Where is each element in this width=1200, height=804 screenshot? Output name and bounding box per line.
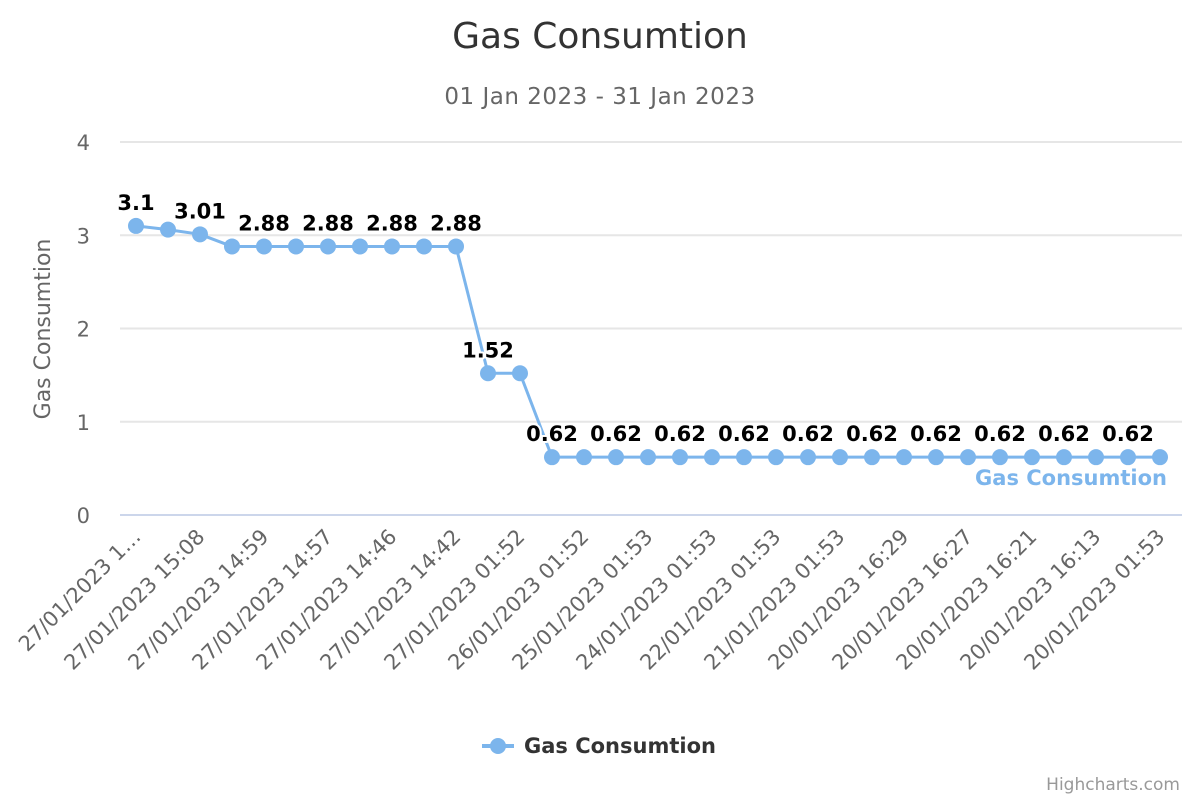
data-point[interactable] xyxy=(128,218,144,234)
data-point[interactable] xyxy=(256,238,272,254)
chart-subtitle: 01 Jan 2023 - 31 Jan 2023 xyxy=(444,84,755,110)
y-tick-label: 4 xyxy=(77,131,90,155)
chart-title: Gas Consumtion xyxy=(452,16,748,57)
data-point[interactable] xyxy=(800,449,816,465)
data-point[interactable] xyxy=(576,449,592,465)
y-tick-label: 0 xyxy=(77,504,90,528)
data-point[interactable] xyxy=(1056,449,1072,465)
data-label: 2.88 xyxy=(238,211,290,235)
y-axis-title: Gas Consumtion xyxy=(31,239,56,420)
data-point[interactable] xyxy=(736,449,752,465)
data-label: 3.01 xyxy=(174,199,226,223)
data-point[interactable] xyxy=(384,238,400,254)
data-point[interactable] xyxy=(192,226,208,242)
credits-link[interactable]: Highcharts.com xyxy=(1046,775,1180,795)
data-point[interactable] xyxy=(512,365,528,381)
data-point[interactable] xyxy=(224,238,240,254)
legend-label[interactable]: Gas Consumtion xyxy=(524,734,716,758)
data-point[interactable] xyxy=(896,449,912,465)
data-label: 0.62 xyxy=(846,422,898,446)
data-point[interactable] xyxy=(1088,449,1104,465)
data-label: 3.1 xyxy=(117,191,154,215)
data-point[interactable] xyxy=(832,449,848,465)
data-label: 0.62 xyxy=(718,422,770,446)
data-point[interactable] xyxy=(320,238,336,254)
data-point[interactable] xyxy=(960,449,976,465)
data-point[interactable] xyxy=(992,449,1008,465)
data-point[interactable] xyxy=(1120,449,1136,465)
data-point[interactable] xyxy=(288,238,304,254)
data-label: 0.62 xyxy=(1038,422,1090,446)
legend-marker-icon xyxy=(490,738,506,754)
data-label: 2.88 xyxy=(430,211,482,235)
data-point[interactable] xyxy=(480,365,496,381)
y-tick-label: 2 xyxy=(77,318,90,342)
data-label: 0.62 xyxy=(782,422,834,446)
data-label: 2.88 xyxy=(366,211,418,235)
y-tick-label: 3 xyxy=(77,224,90,248)
series-name-label: Gas Consumtion xyxy=(975,466,1167,490)
data-point[interactable] xyxy=(864,449,880,465)
data-point[interactable] xyxy=(352,238,368,254)
data-label: 0.62 xyxy=(590,422,642,446)
y-tick-label: 1 xyxy=(77,411,90,435)
data-point[interactable] xyxy=(608,449,624,465)
data-label: 0.62 xyxy=(1102,422,1154,446)
data-point[interactable] xyxy=(544,449,560,465)
data-point[interactable] xyxy=(640,449,656,465)
data-point[interactable] xyxy=(928,449,944,465)
data-point[interactable] xyxy=(768,449,784,465)
data-label: 0.62 xyxy=(654,422,706,446)
data-point[interactable] xyxy=(672,449,688,465)
data-point[interactable] xyxy=(448,238,464,254)
data-point[interactable] xyxy=(1024,449,1040,465)
data-label: 2.88 xyxy=(302,211,354,235)
data-point[interactable] xyxy=(1152,449,1168,465)
data-label: 0.62 xyxy=(910,422,962,446)
data-label: 1.52 xyxy=(462,338,514,362)
data-point[interactable] xyxy=(160,222,176,238)
data-label: 0.62 xyxy=(526,422,578,446)
data-point[interactable] xyxy=(704,449,720,465)
data-label: 0.62 xyxy=(974,422,1026,446)
data-point[interactable] xyxy=(416,238,432,254)
